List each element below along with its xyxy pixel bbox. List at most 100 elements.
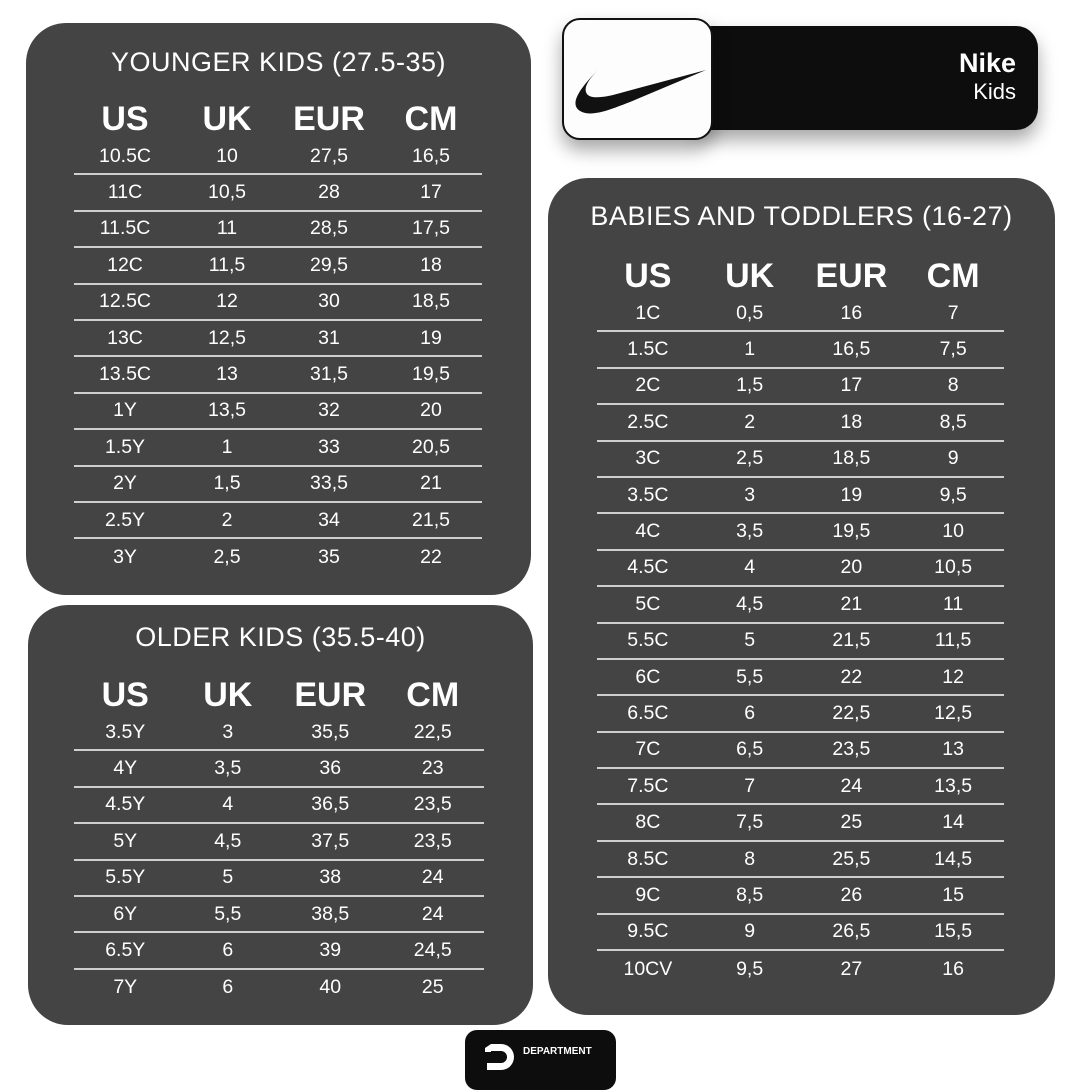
cell-uk: 10,5 <box>208 181 246 204</box>
cell-uk: 5 <box>222 866 234 889</box>
column-header-cm: CM <box>406 675 460 714</box>
cell-us: 10CV <box>623 957 673 980</box>
cell-us: 1.5C <box>627 338 669 361</box>
cell-uk: 5,5 <box>736 665 764 688</box>
cell-eur: 28 <box>318 181 340 204</box>
brand-name: Nike <box>958 48 1016 78</box>
department-wordmark: DEPARTMENT <box>523 1046 592 1057</box>
brand-subtitle: Kids <box>973 79 1016 105</box>
cell-eur: 25 <box>840 811 863 834</box>
cell-eur: 37,5 <box>311 829 350 852</box>
cell-eur: 31 <box>318 326 340 349</box>
table-row: 6.5C 6 22,5 12,5 <box>597 696 1004 733</box>
table-row: 8.5C 8 25,5 14,5 <box>597 842 1004 879</box>
cell-eur: 27 <box>840 957 863 980</box>
cell-uk: 7,5 <box>736 811 764 834</box>
table-row: 3Y 2,5 35 22 <box>74 539 482 575</box>
cell-us: 5Y <box>113 829 138 852</box>
table-row: 7Y 6 40 25 <box>74 970 484 1006</box>
cell-eur: 26 <box>840 883 863 906</box>
table-row: 2Y 1,5 33,5 21 <box>74 467 482 503</box>
cell-cm: 11,5 <box>934 629 972 652</box>
cell-us: 5C <box>635 592 661 615</box>
cell-cm: 8 <box>947 374 959 397</box>
cell-uk: 5,5 <box>214 902 242 925</box>
cell-uk: 1,5 <box>736 374 764 397</box>
table-row: 9.5C 9 26,5 15,5 <box>597 915 1004 952</box>
table-row: 6Y 5,5 38,5 24 <box>74 897 484 934</box>
table-row: 12.5C 12 30 18,5 <box>74 285 482 321</box>
cell-cm: 24 <box>421 866 444 889</box>
cell-eur: 28,5 <box>310 217 348 240</box>
table-row: 2C 1,5 17 8 <box>597 369 1004 406</box>
cell-eur: 36,5 <box>311 793 350 816</box>
cell-cm: 13,5 <box>934 774 973 797</box>
cell-uk: 8 <box>744 847 756 870</box>
cell-uk: 6 <box>744 701 756 724</box>
cell-eur: 16 <box>840 301 863 324</box>
table-row: 3C 2,5 18,5 9 <box>597 442 1004 478</box>
cell-uk: 1,5 <box>213 472 241 495</box>
cell-us: 9.5C <box>627 920 669 943</box>
table-row: 6.5Y 6 39 24,5 <box>74 933 484 970</box>
cell-uk: 4,5 <box>214 829 242 852</box>
cell-uk: 3,5 <box>736 520 764 543</box>
cell-us: 12C <box>107 253 143 276</box>
cell-eur: 19,5 <box>832 520 871 543</box>
cell-eur: 16,5 <box>832 338 871 361</box>
cell-uk: 6 <box>222 976 234 999</box>
table-row: 6C 5,5 22 12 <box>597 660 1004 697</box>
cell-us: 4.5C <box>627 556 669 579</box>
cell-uk: 9 <box>744 920 756 943</box>
column-header-cm: CM <box>926 256 980 295</box>
table-row: 5Y 4,5 37,5 23,5 <box>74 824 484 861</box>
column-header-us: US <box>101 99 149 138</box>
cell-eur: 22 <box>840 665 863 688</box>
brand-banner: Nike Kids <box>690 26 1038 130</box>
table-row: 8C 7,5 25 14 <box>597 805 1004 842</box>
cell-uk: 2,5 <box>213 545 241 568</box>
cell-cm: 18,5 <box>412 290 450 313</box>
cell-eur: 35 <box>318 545 340 568</box>
cell-uk: 6,5 <box>736 738 764 761</box>
cell-eur: 35,5 <box>311 720 350 743</box>
cell-us: 7Y <box>113 976 138 999</box>
cell-cm: 9,5 <box>939 483 967 506</box>
cell-us: 9C <box>635 883 661 906</box>
cell-eur: 30 <box>318 290 340 313</box>
nike-logo <box>562 18 713 140</box>
table-header: US UK EUR CM <box>74 675 484 715</box>
cell-uk: 6 <box>222 939 234 962</box>
younger-kids-panel: YOUNGER KIDS (27.5-35) US UK EUR CM 10.5C 10 2… <box>26 23 531 595</box>
cell-cm: 19,5 <box>412 363 450 386</box>
cell-uk: 8,5 <box>736 883 764 906</box>
table-row: 10CV 9,5 27 16 <box>597 951 1004 987</box>
cell-eur: 33 <box>318 435 340 458</box>
table-row: 7C 6,5 23,5 13 <box>597 733 1004 770</box>
cell-cm: 12,5 <box>934 701 973 724</box>
cell-eur: 34 <box>318 508 340 531</box>
cell-uk: 2 <box>221 508 233 531</box>
panel-title: BABIES AND TODDLERS (16-27) <box>590 201 1013 231</box>
cell-us: 4.5Y <box>105 793 146 816</box>
cell-us: 6C <box>635 665 661 688</box>
cell-us: 13C <box>107 326 143 349</box>
cell-us: 11.5C <box>99 217 151 240</box>
cell-us: 2.5Y <box>104 508 146 531</box>
cell-cm: 24 <box>421 902 444 925</box>
cell-cm: 23,5 <box>413 829 452 852</box>
table-row: 4.5C 4 20 10,5 <box>597 551 1004 588</box>
cell-us: 1.5Y <box>104 435 146 458</box>
table-header: US UK EUR CM <box>74 99 482 139</box>
cell-us: 12.5C <box>98 290 152 313</box>
cell-uk: 11,5 <box>208 253 246 276</box>
cell-us: 1C <box>635 301 661 324</box>
cell-us: 7.5C <box>627 774 669 797</box>
table-row: 2.5C 2 18 8,5 <box>597 405 1004 442</box>
cell-cm: 23 <box>421 757 444 780</box>
table-row: 13.5C 13 31,5 19,5 <box>74 357 482 394</box>
cell-us: 3Y <box>113 545 137 568</box>
cell-uk: 7 <box>744 774 756 797</box>
cell-uk: 11 <box>216 217 238 240</box>
cell-uk: 13 <box>216 363 238 386</box>
